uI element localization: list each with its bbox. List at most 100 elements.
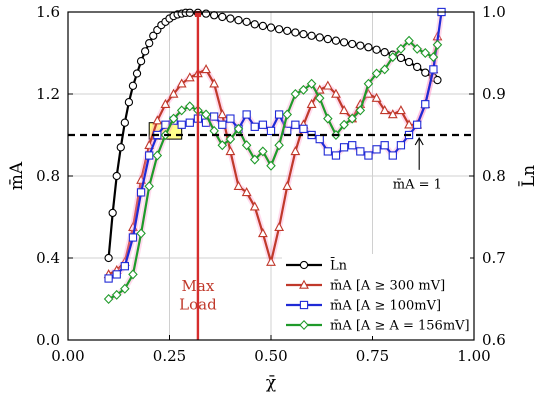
data-point — [176, 105, 187, 116]
data-point — [241, 187, 252, 197]
data-point — [177, 120, 186, 129]
data-point — [152, 115, 163, 125]
data-point — [128, 81, 138, 90]
data-point — [226, 14, 235, 23]
y-right-tick-label: 0.8 — [482, 167, 506, 185]
data-point — [108, 208, 117, 218]
data-point — [136, 57, 146, 66]
data-point — [218, 12, 227, 22]
data-point — [395, 105, 406, 115]
data-point — [421, 100, 430, 109]
data-point — [299, 124, 308, 133]
data-point — [210, 11, 219, 20]
x-axis-label: χ̄ — [266, 373, 276, 393]
data-point — [380, 48, 389, 57]
data-point — [104, 253, 113, 263]
data-point — [250, 122, 259, 131]
y-left-tick-label: 1.6 — [36, 3, 60, 21]
data-point — [201, 64, 211, 74]
data-point — [348, 39, 357, 49]
data-point — [258, 21, 268, 31]
y-left-axis-label: m̄A — [7, 161, 27, 190]
data-point — [257, 228, 268, 238]
data-point — [388, 151, 397, 160]
data-point — [282, 180, 293, 190]
data-point — [124, 98, 134, 107]
data-point — [347, 113, 357, 124]
data-point — [161, 120, 170, 129]
data-point — [372, 45, 381, 54]
data-point — [128, 269, 138, 280]
data-point — [217, 109, 228, 119]
data-point — [160, 98, 171, 108]
data-point — [116, 143, 125, 152]
data-point — [274, 25, 284, 34]
legend-marker — [299, 279, 309, 289]
legend-box — [282, 254, 470, 336]
data-point — [168, 88, 179, 98]
data-point — [433, 75, 442, 85]
data-point — [241, 140, 252, 151]
y-left-tick-label: 0.4 — [36, 249, 60, 267]
legend-marker — [299, 260, 309, 270]
data-point — [249, 201, 260, 211]
legend-marker — [299, 320, 309, 330]
data-point — [152, 150, 163, 161]
data-point — [185, 101, 195, 112]
data-point — [274, 110, 284, 119]
reference-arrow-head — [414, 136, 424, 146]
data-point — [201, 9, 211, 18]
data-point — [145, 151, 154, 160]
data-point — [323, 147, 332, 156]
data-point — [412, 43, 422, 54]
data-point — [233, 123, 244, 134]
data-point — [363, 78, 374, 89]
y-right-tick-label: 1.0 — [482, 3, 506, 21]
data-point — [111, 289, 122, 300]
data-point — [283, 26, 292, 36]
data-point — [348, 141, 357, 150]
data-point — [201, 109, 211, 120]
x-tick-label: 0.75 — [356, 347, 389, 365]
data-point — [413, 62, 422, 72]
y-left-tick-label: 1.2 — [36, 85, 60, 103]
data-point — [145, 39, 154, 48]
data-point — [339, 143, 349, 152]
data-point — [315, 134, 324, 144]
series-diamond — [103, 35, 443, 304]
data-point — [185, 118, 194, 127]
data-point — [136, 188, 146, 197]
data-point — [168, 113, 179, 124]
data-point — [413, 120, 422, 129]
data-point — [372, 145, 381, 154]
y-right-tick-label: 0.6 — [482, 331, 506, 349]
data-point — [218, 120, 227, 129]
y-right-axis-label: L̄n — [517, 165, 539, 187]
data-point — [274, 221, 285, 231]
data-point — [420, 48, 431, 58]
data-point — [242, 17, 251, 26]
data-point — [364, 43, 373, 52]
y-left-tick-label: 0.8 — [36, 167, 60, 185]
y-right-tick-label: 0.9 — [482, 85, 506, 103]
data-point — [322, 80, 333, 90]
data-point — [104, 274, 113, 283]
data-point — [339, 119, 349, 130]
data-point — [274, 140, 284, 151]
data-point — [396, 141, 406, 150]
reference-label: m̄A = 1 — [393, 177, 442, 192]
data-point — [112, 270, 121, 279]
data-point — [421, 68, 430, 77]
data-point — [388, 52, 398, 63]
data-point — [339, 38, 349, 47]
x-tick-label: 1.00 — [457, 347, 490, 365]
data-point — [331, 36, 341, 45]
data-point — [314, 93, 325, 104]
max-load-marker — [194, 11, 201, 17]
data-point — [290, 146, 301, 156]
data-point — [429, 65, 438, 74]
data-point — [323, 113, 333, 124]
legend-label: m̄A [A ≥ 100mV] — [330, 299, 441, 314]
data-point — [356, 147, 365, 156]
data-point — [282, 109, 292, 120]
